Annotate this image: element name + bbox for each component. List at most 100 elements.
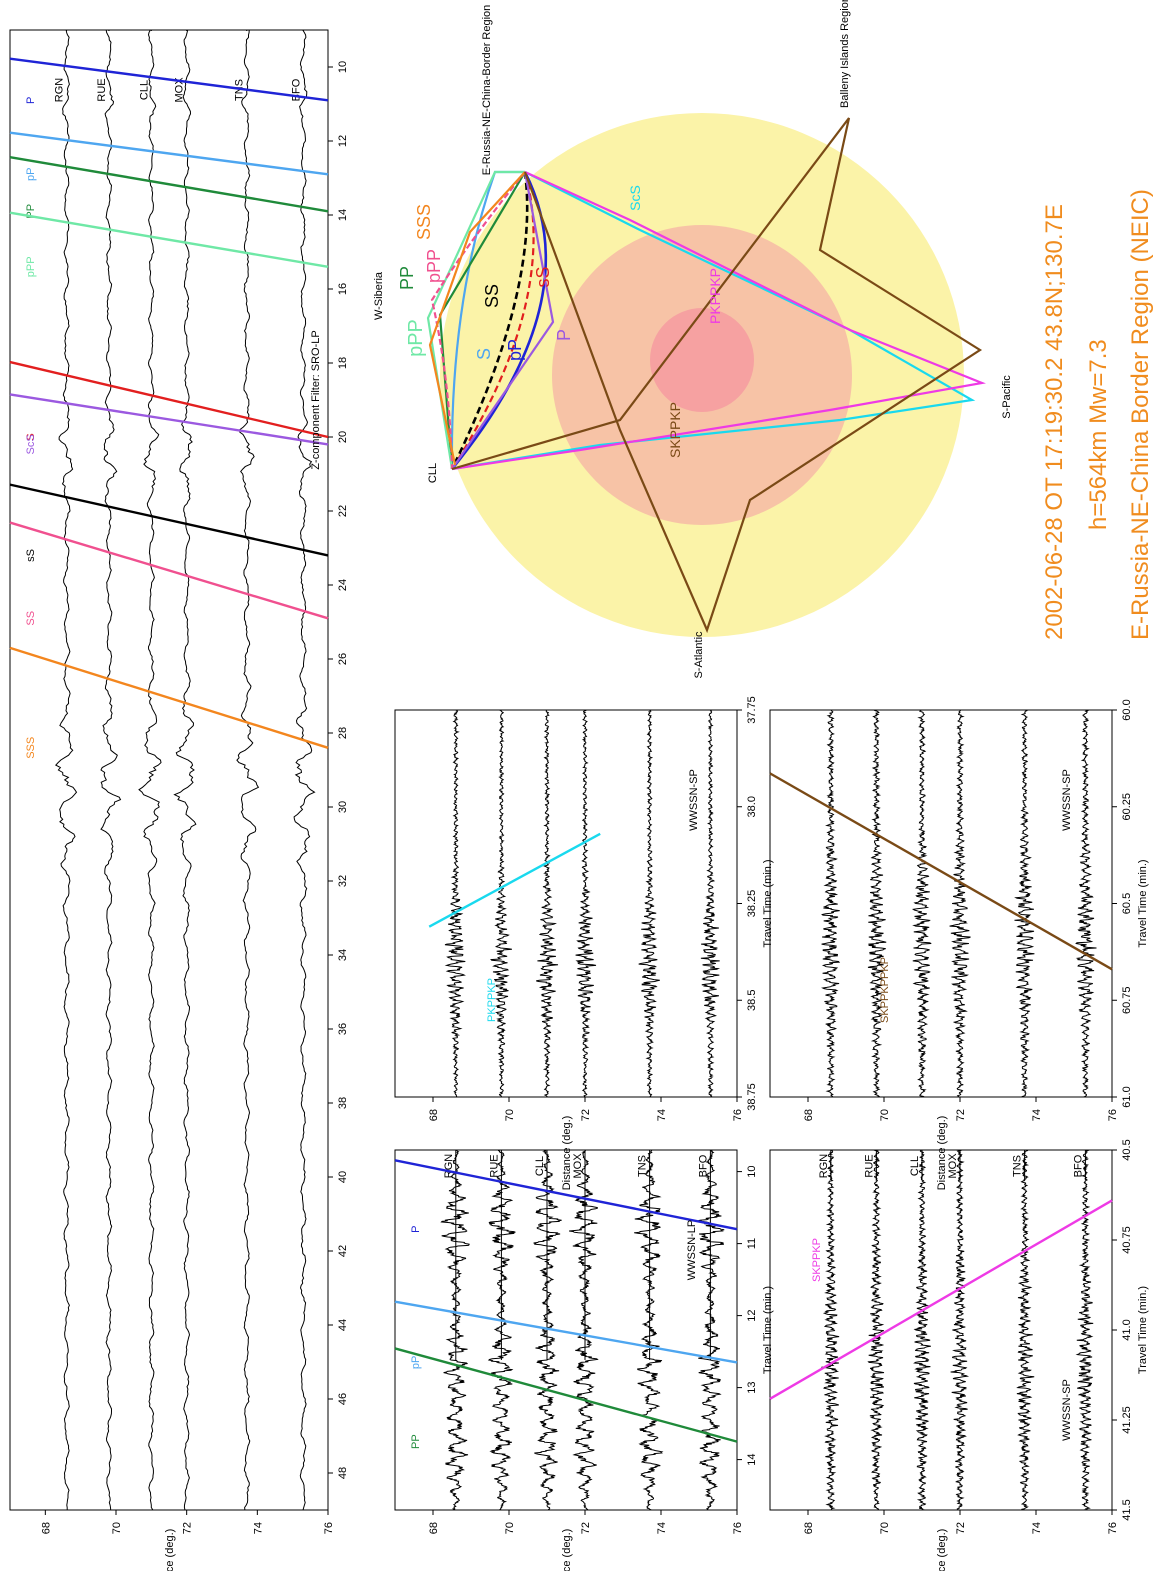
station-label: BFO xyxy=(1072,1154,1084,1177)
distance-tick-label: 68 xyxy=(803,1522,815,1534)
distance-tick-label: 70 xyxy=(111,1522,123,1534)
time-tick-label: 14 xyxy=(337,209,349,221)
label-cll: CLL xyxy=(427,463,439,483)
time-tick-label: 44 xyxy=(337,1319,349,1331)
time-tick-label: 28 xyxy=(337,727,349,739)
distance-tick-label: 74 xyxy=(252,1522,264,1534)
ray-SSS xyxy=(428,171,526,466)
station-label: RUE xyxy=(488,1154,500,1177)
filter-label: WWSSN-SP xyxy=(1061,1379,1073,1441)
seismogram-trace xyxy=(536,709,559,1098)
phase-label-P: P xyxy=(554,329,574,341)
time-tick-label: 22 xyxy=(337,505,349,517)
label-s-atlantic: S-Atlantic xyxy=(693,631,705,679)
time-tick-label: 40 xyxy=(337,1171,349,1183)
ray-pP xyxy=(450,170,525,470)
phase-label-ScS: ScS xyxy=(627,185,643,211)
time-tick-label: 40.75 xyxy=(1121,1226,1133,1254)
distance-axis-label: Distance (deg.) xyxy=(561,1116,573,1191)
time-tick-label: 60.75 xyxy=(1121,986,1133,1014)
time-axis-label: Travel Time (min.) xyxy=(1137,859,1149,947)
time-tick-label: 13 xyxy=(746,1381,758,1393)
phase-line-SKPPKPPKP xyxy=(769,772,1113,971)
time-tick-label: 34 xyxy=(337,949,349,961)
filter-label: WWSSN-SP xyxy=(688,769,700,831)
panel-frame xyxy=(394,709,738,1098)
time-tick-label: 24 xyxy=(337,579,349,591)
phase-label-ScS: ScS xyxy=(25,434,37,454)
station-label: CLL xyxy=(909,1156,921,1176)
distance-tick-label: 76 xyxy=(732,1109,744,1121)
distance-tick-label: 68 xyxy=(428,1109,440,1121)
time-tick-label: 60.0 xyxy=(1121,699,1133,720)
phase-line-SSS xyxy=(9,646,329,749)
station-label: RGN xyxy=(54,78,66,103)
phase-label-SSS: SSS xyxy=(414,204,434,240)
distance-tick-label: 76 xyxy=(1107,1109,1119,1121)
label-w-siberia: W-Siberia xyxy=(373,271,385,320)
phase-label-sS: sS xyxy=(533,266,553,287)
seismogram-trace xyxy=(696,1149,725,1511)
distance-tick-label: 74 xyxy=(656,1109,668,1121)
phase-line-SS xyxy=(9,521,329,620)
time-tick-label: 30 xyxy=(337,801,349,813)
ray-sS xyxy=(450,171,529,470)
time-tick-label: 38.75 xyxy=(746,1083,758,1111)
phase-line-pPP xyxy=(9,211,329,268)
phase-label-SSS: SSS xyxy=(25,737,37,759)
phase-label-sS: sS xyxy=(25,549,37,562)
distance-tick-label: 76 xyxy=(732,1522,744,1534)
time-tick-label: 42 xyxy=(337,1245,349,1257)
seismogram-trace xyxy=(293,29,316,1511)
ray-SKPPKP xyxy=(451,170,986,471)
station-label: BFO xyxy=(697,1154,709,1177)
distance-tick-label: 72 xyxy=(580,1109,592,1121)
distance-tick-label: 70 xyxy=(504,1522,516,1534)
seismogram-trace xyxy=(867,1149,885,1511)
station-label: RGN xyxy=(443,1154,455,1179)
label-source: E-Russia-NE-China-Border Region xyxy=(481,5,493,176)
time-tick-label: 32 xyxy=(337,875,349,887)
seismogram-trace xyxy=(867,709,887,1098)
title-line-2: h=564km Mw=7.3 xyxy=(1085,339,1112,530)
title-line-1: 2002-06-28 OT 17:19:30.2 43.8N;130.7E xyxy=(1041,204,1068,640)
seismogram-trace xyxy=(821,1149,840,1511)
station-label: CLL xyxy=(138,80,150,100)
label-s-pacific: S-Pacific xyxy=(1001,375,1013,419)
time-tick-label: 37.75 xyxy=(746,696,758,724)
distance-tick-label: 68 xyxy=(40,1522,52,1534)
phase-line-PKPPKP xyxy=(428,832,601,928)
seismogram-trace xyxy=(533,1149,562,1511)
time-tick-label: 38.0 xyxy=(746,796,758,817)
seismogram-trace xyxy=(913,1149,931,1511)
phase-label-pPP: pPP xyxy=(424,249,444,283)
phase-label-pPP: pPP xyxy=(405,319,427,357)
phase-line-S xyxy=(9,360,329,439)
station-label: MOX xyxy=(572,1153,584,1179)
seismogram-trace xyxy=(950,1149,970,1511)
seismogram-trace xyxy=(487,1149,516,1511)
seismogram-trace xyxy=(1014,709,1035,1098)
seismogram-trace xyxy=(138,29,162,1511)
ray-SKPPKPPKP xyxy=(451,117,983,634)
seismogram-trace xyxy=(54,29,78,1510)
station-label: TNS xyxy=(1012,1155,1024,1177)
phase-name-label: SKPPKP xyxy=(811,1238,823,1282)
seismogram-trace xyxy=(575,709,597,1098)
time-tick-label: 41.0 xyxy=(1121,1319,1133,1340)
phase-label-S: S xyxy=(474,348,494,360)
ray-SS xyxy=(430,171,526,470)
phase-line-PP xyxy=(9,156,329,213)
panel-frame xyxy=(769,1149,1113,1511)
wwssn-lp-panel: 68 70 72 74 76 Distance (deg.) 10 11 12 13 14 Trave… xyxy=(394,1149,774,1571)
seismogram-trace xyxy=(1075,1149,1094,1511)
ray-ScS xyxy=(451,171,555,470)
distance-axis-label: Distance (deg.) xyxy=(164,1529,176,1571)
station-label: CLL xyxy=(534,1156,546,1176)
distance-axis-label: Distance (deg.) xyxy=(936,1116,948,1191)
seismogram-trace xyxy=(911,709,932,1098)
seismogram-trace xyxy=(173,29,197,1511)
title-line-3: E-Russia-NE-China Border Region (NEIC) xyxy=(1127,189,1154,640)
time-tick-label: 20 xyxy=(337,431,349,443)
